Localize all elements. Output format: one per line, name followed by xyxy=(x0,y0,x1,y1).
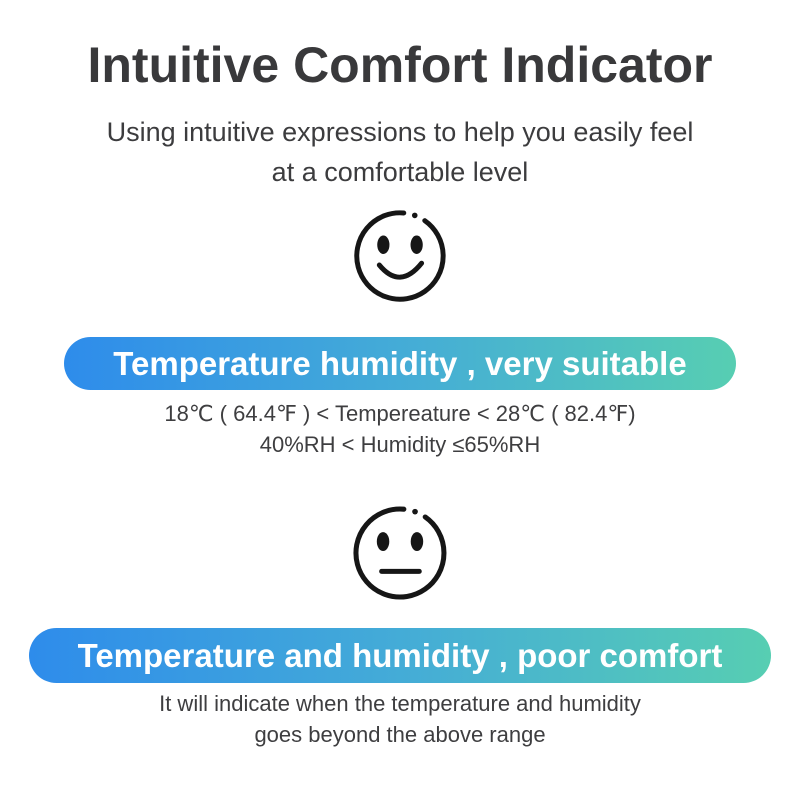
happy-face-icon xyxy=(346,202,454,315)
neutral-face-icon xyxy=(345,498,455,613)
page-title: Intuitive Comfort Indicator xyxy=(87,37,713,93)
discomfort-note-text: It will indicate when the temperature an… xyxy=(0,688,800,750)
discomfort-note-line2: goes beyond the above range xyxy=(254,722,546,747)
page-subtitle: Using intuitive expressions to help you … xyxy=(0,112,800,192)
discomfort-banner: Temperature and humidity , poor comfort xyxy=(29,628,771,683)
temperature-range-line: 18℃ ( 64.4℉ ) < Tempereature < 28℃ ( 82.… xyxy=(164,401,636,426)
discomfort-note-line1: It will indicate when the temperature an… xyxy=(159,691,641,716)
page-subtitle-line1: Using intuitive expressions to help you … xyxy=(106,117,694,147)
comfort-banner: Temperature humidity , very suitable xyxy=(64,337,736,390)
humidity-range-line: 40%RH < Humidity ≤65%RH xyxy=(259,432,541,457)
comfort-range-text: 18℃ ( 64.4℉ ) < Tempereature < 28℃ ( 82.… xyxy=(0,398,800,460)
page-subtitle-line2: at a comfortable level xyxy=(271,157,529,187)
